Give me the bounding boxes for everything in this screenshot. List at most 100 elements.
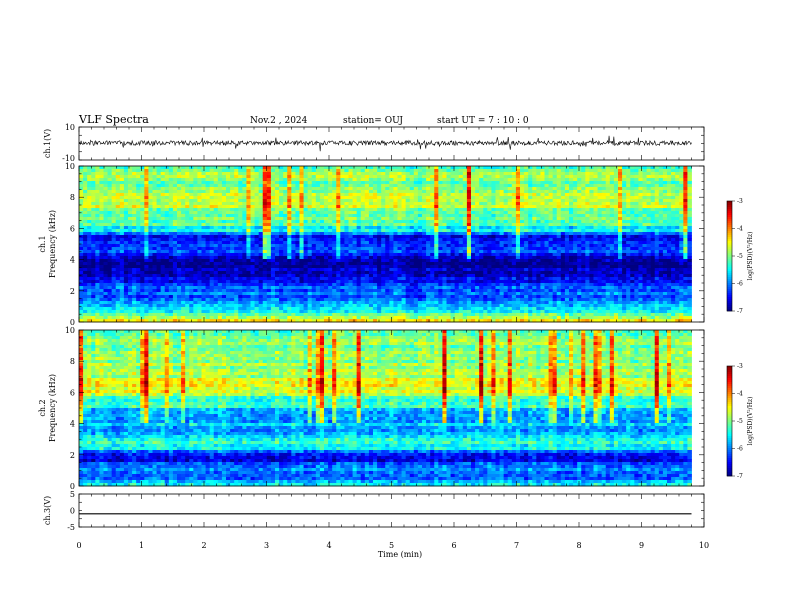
spectrogram-cell (246, 316, 251, 320)
spectrogram-cell (197, 217, 202, 221)
spectrogram-cell (295, 169, 300, 173)
spectrogram-cell (246, 295, 251, 299)
spectrogram-cell (299, 217, 304, 221)
spectrogram-cell (213, 292, 219, 296)
spectrogram-cell (393, 253, 398, 257)
spectrogram-cell (279, 169, 284, 173)
spectrogram-cell (446, 274, 451, 278)
spectrogram-cell (144, 259, 149, 263)
spectrogram-cell (422, 316, 427, 320)
spectrogram-cell (450, 271, 456, 275)
spectrogram-cell (181, 319, 186, 323)
spectrogram-cell (307, 169, 313, 173)
spectrogram-cell (230, 205, 235, 209)
spectrogram-cell (209, 211, 215, 215)
spectrogram-cell (205, 175, 211, 179)
spectrogram-cell (234, 319, 239, 323)
spectrogram-cell (115, 193, 121, 197)
spectrogram-cell (450, 223, 456, 227)
spectrogram-cell (258, 262, 264, 266)
spectrogram-cell (79, 232, 84, 236)
spectrogram-cell (128, 238, 133, 242)
spectrogram-cell (213, 187, 219, 191)
spectrogram-cell (111, 316, 117, 320)
spectrogram-cell (156, 301, 162, 305)
spectrogram-cell (115, 289, 121, 293)
spectrogram-cell (458, 211, 464, 215)
spectrogram-cell (123, 172, 129, 176)
spectrogram-cell (221, 271, 227, 275)
spectrogram-cell (144, 280, 149, 284)
spectrogram-cell (128, 253, 133, 257)
spectrogram-cell (136, 247, 141, 251)
spectrogram-cell (213, 289, 219, 293)
spectrogram-cell (275, 235, 280, 239)
spectrogram-cell (189, 259, 194, 263)
spectrogram-cell (128, 190, 133, 194)
spectrogram-cell (417, 295, 423, 299)
spectrogram-cell (226, 220, 231, 224)
spectrogram-cell (311, 268, 317, 272)
spectrogram-cell (181, 223, 186, 227)
spectrogram-cell (332, 193, 337, 197)
spectrogram-cell (348, 301, 353, 305)
spectrogram-cell (87, 310, 92, 314)
spectrogram-cell (128, 298, 133, 302)
spectrogram-cell (422, 289, 427, 293)
spectrogram-cell (438, 256, 443, 260)
spectrogram-cell (103, 181, 108, 185)
spectrogram-cell (434, 214, 439, 218)
spectrogram-cell (246, 313, 251, 317)
spectrogram-cell (140, 184, 145, 188)
spectrogram-cell (442, 229, 447, 233)
spectrogram-cell (213, 277, 219, 281)
spectrogram-cell (250, 244, 255, 248)
spectrogram-cell (311, 232, 317, 236)
spectrogram-cell (413, 307, 419, 311)
spectrogram-cell (172, 199, 178, 203)
spectrogram-cell (156, 214, 162, 218)
spectrogram-cell (164, 172, 170, 176)
spectrogram-cell (442, 256, 447, 260)
spectrogram-cell (156, 280, 162, 284)
spectrogram-cell (328, 304, 333, 308)
spectrogram-cell (430, 298, 435, 302)
spectrogram-cell (344, 283, 349, 287)
spectrogram-cell (103, 268, 108, 272)
spectrogram-cell (360, 178, 366, 182)
spectrogram-cell (221, 283, 227, 287)
spectrogram-cell (79, 235, 84, 239)
spectrogram-cell (299, 169, 304, 173)
spectrogram-cell (95, 187, 100, 191)
spectrogram-cell (217, 268, 223, 272)
spectrogram-cell (287, 319, 292, 323)
spectrogram-cell (254, 241, 260, 245)
spectrogram-cell (446, 223, 451, 227)
spectrogram-cell (234, 289, 239, 293)
spectrogram-cell (283, 247, 288, 251)
spectrogram-cell (221, 280, 227, 284)
spectrogram-cell (230, 307, 235, 311)
spectrogram-cell (262, 304, 268, 308)
spectrogram-cell (336, 265, 341, 269)
spectrogram-cell (234, 223, 239, 227)
spectrogram-cell (172, 229, 178, 233)
spectrogram-cell (238, 205, 243, 209)
spectrogram-cell (454, 217, 460, 221)
spectrogram-cell (430, 190, 435, 194)
spectrogram-cell (279, 175, 284, 179)
spectrogram-cell (226, 313, 231, 317)
spectrogram-cell (348, 262, 353, 266)
spectrogram-cell (275, 226, 280, 230)
spectrogram-cell (238, 241, 243, 245)
spectrogram-cell (279, 226, 284, 230)
spectrogram-cell (324, 292, 329, 296)
spectrogram-cell (299, 199, 304, 203)
spectrogram-cell (279, 286, 284, 290)
spectrogram-cell (434, 307, 439, 311)
spectrogram-cell (295, 214, 300, 218)
spectrogram-cell (283, 310, 288, 314)
spectrogram-cell (324, 199, 329, 203)
spectrogram-cell (258, 292, 264, 296)
spectrogram-cell (348, 208, 353, 212)
